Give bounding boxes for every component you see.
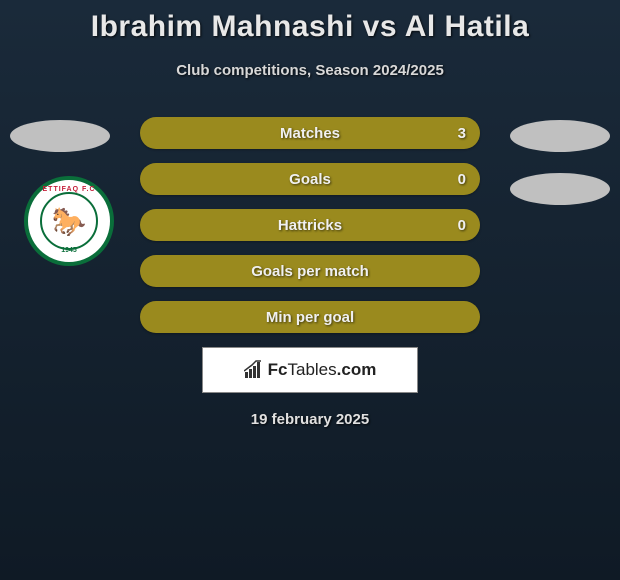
stat-bar-goals: Goals 0: [140, 163, 480, 195]
stat-value: 3: [458, 125, 466, 142]
player-right-photo-placeholder: [510, 120, 610, 152]
date-label: 19 february 2025: [0, 411, 620, 428]
stat-value: 0: [458, 217, 466, 234]
brand-text: FcTables.com: [268, 360, 377, 380]
horse-icon: 🐎: [40, 192, 98, 250]
stats-bars: Matches 3 Goals 0 Hattricks 0 Goals per …: [140, 117, 480, 333]
stat-label: Min per goal: [266, 309, 354, 326]
club-left-logo: ETTIFAQ F.C 🐎 1945: [24, 176, 114, 266]
stat-label: Matches: [280, 125, 340, 142]
bar-chart-icon: [244, 360, 264, 380]
subtitle: Club competitions, Season 2024/2025: [0, 62, 620, 79]
stat-bar-matches: Matches 3: [140, 117, 480, 149]
club-logo-text: ETTIFAQ F.C: [43, 186, 96, 193]
stat-bar-hattricks: Hattricks 0: [140, 209, 480, 241]
stat-bar-goals-per-match: Goals per match: [140, 255, 480, 287]
player-left-photo-placeholder: [10, 120, 110, 152]
page-title: Ibrahim Mahnashi vs Al Hatila: [0, 0, 620, 44]
brand-attribution: FcTables.com: [202, 347, 418, 393]
stat-value: 0: [458, 171, 466, 188]
stat-label: Goals: [289, 171, 331, 188]
club-logo-year: 1945: [61, 247, 77, 254]
stat-bar-min-per-goal: Min per goal: [140, 301, 480, 333]
stat-label: Goals per match: [251, 263, 369, 280]
club-right-logo-placeholder: [510, 173, 610, 205]
stat-label: Hattricks: [278, 217, 342, 234]
